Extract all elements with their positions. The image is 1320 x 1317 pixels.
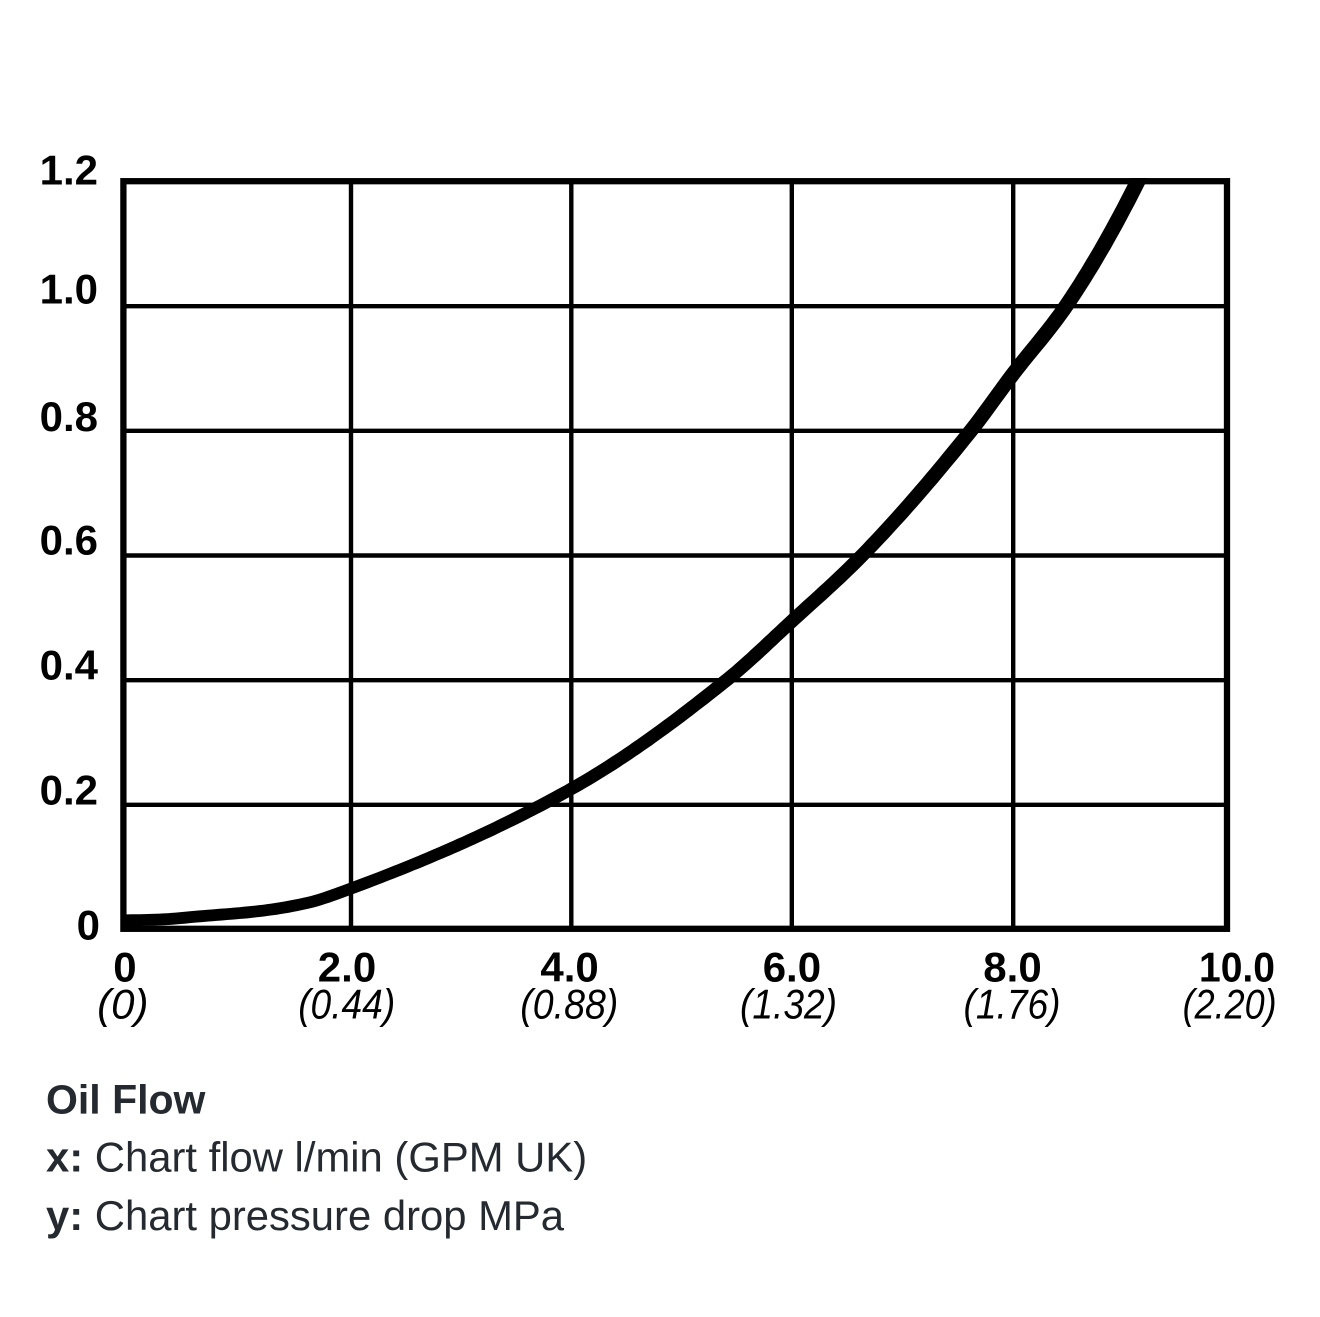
svg-text:2.0: 2.0 [318,944,376,991]
svg-text:0: 0 [113,944,136,991]
svg-text:(0): (0) [97,980,148,1027]
svg-text:1.0: 1.0 [40,266,98,313]
svg-text:0.4: 0.4 [40,642,99,689]
svg-text:(0.44): (0.44) [298,980,395,1027]
svg-text:(0.88): (0.88) [520,980,618,1027]
svg-text:6.0: 6.0 [763,944,821,991]
svg-text:8.0: 8.0 [983,944,1041,991]
svg-text:x: Chart flow l/min (GPM UK): x: Chart flow l/min (GPM UK) [46,1134,587,1181]
svg-text:0.2: 0.2 [40,767,98,814]
svg-text:0.8: 0.8 [40,393,98,440]
svg-text:(1.32): (1.32) [740,980,837,1027]
svg-text:Oil Flow: Oil Flow [46,1077,206,1123]
svg-text:(2.20): (2.20) [1183,980,1277,1027]
svg-text:1.2: 1.2 [40,147,98,194]
svg-text:4.0: 4.0 [540,944,598,991]
svg-text:10.0: 10.0 [1199,944,1275,991]
svg-text:0: 0 [77,901,100,948]
svg-text:(1.76): (1.76) [964,980,1061,1027]
svg-text:y: Chart pressure drop MPa: y: Chart pressure drop MPa [46,1192,565,1239]
svg-text:0.6: 0.6 [40,517,98,564]
